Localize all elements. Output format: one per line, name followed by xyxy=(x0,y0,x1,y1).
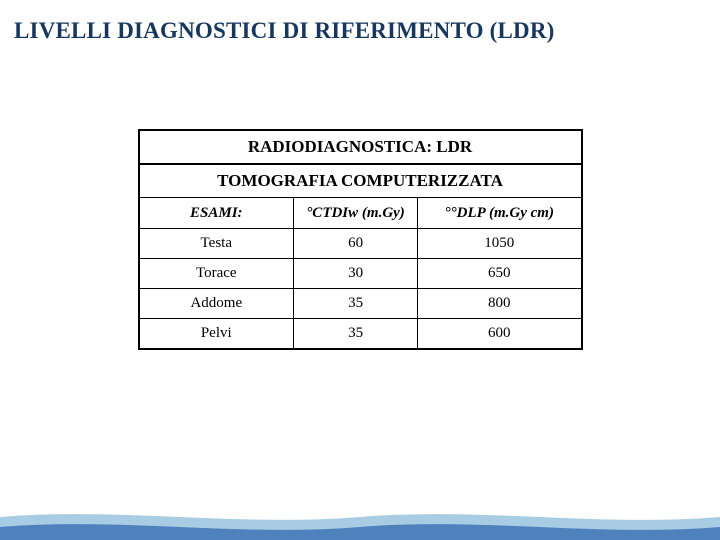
table-row: Torace 30 650 xyxy=(139,259,582,289)
table-header-row-2: TOMOGRAFIA COMPUTERIZZATA xyxy=(139,164,582,198)
col-dlp: °°DLP (m.Gy cm) xyxy=(418,198,582,229)
ldr-table-wrap: RADIODIAGNOSTICA: LDR TOMOGRAFIA COMPUTE… xyxy=(138,129,583,350)
cell-ctdiw: 35 xyxy=(294,319,418,350)
cell-dlp: 650 xyxy=(418,259,582,289)
cell-ctdiw: 30 xyxy=(294,259,418,289)
cell-ctdiw: 35 xyxy=(294,289,418,319)
cell-dlp: 800 xyxy=(418,289,582,319)
table-column-headers: ESAMI: °CTDIw (m.Gy) °°DLP (m.Gy cm) xyxy=(139,198,582,229)
table-header-1: RADIODIAGNOSTICA: LDR xyxy=(139,130,582,164)
table-header-row-1: RADIODIAGNOSTICA: LDR xyxy=(139,130,582,164)
ldr-table: RADIODIAGNOSTICA: LDR TOMOGRAFIA COMPUTE… xyxy=(138,129,583,350)
cell-esame: Testa xyxy=(139,229,294,259)
wave-decoration xyxy=(0,505,720,540)
col-ctdiw: °CTDIw (m.Gy) xyxy=(294,198,418,229)
cell-esame: Addome xyxy=(139,289,294,319)
cell-esame: Pelvi xyxy=(139,319,294,350)
table-row: Testa 60 1050 xyxy=(139,229,582,259)
table-row: Addome 35 800 xyxy=(139,289,582,319)
cell-esame: Torace xyxy=(139,259,294,289)
col-esami: ESAMI: xyxy=(139,198,294,229)
table-header-2: TOMOGRAFIA COMPUTERIZZATA xyxy=(139,164,582,198)
table-row: Pelvi 35 600 xyxy=(139,319,582,350)
cell-dlp: 1050 xyxy=(418,229,582,259)
cell-dlp: 600 xyxy=(418,319,582,350)
cell-ctdiw: 60 xyxy=(294,229,418,259)
page-title: LIVELLI DIAGNOSTICI DI RIFERIMENTO (LDR) xyxy=(0,0,720,44)
